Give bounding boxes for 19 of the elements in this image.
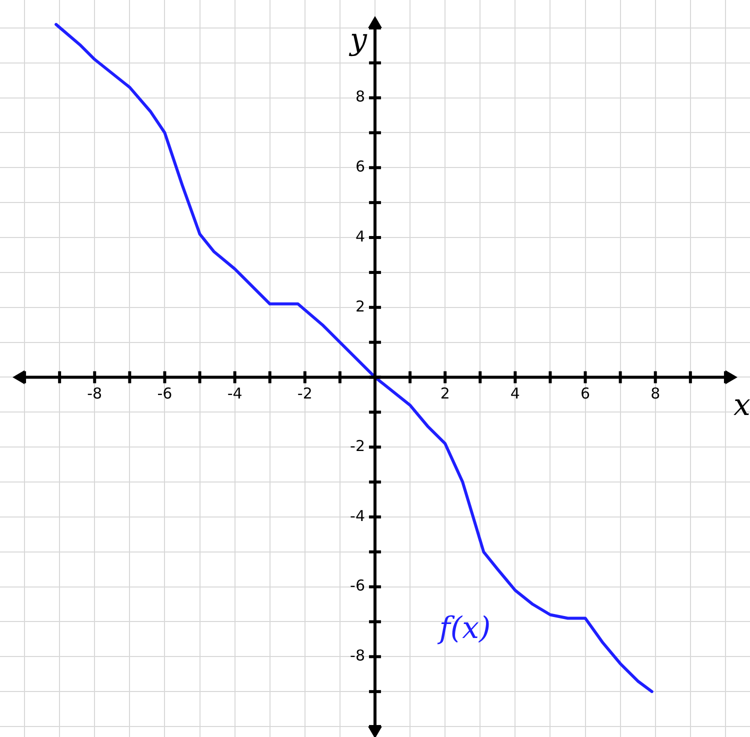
y-tick-label: -8 — [350, 646, 365, 665]
x-tick-label: -6 — [157, 384, 172, 403]
y-axis-title: y — [348, 22, 368, 58]
y-tick-label: -4 — [350, 506, 365, 525]
y-tick-label: -2 — [350, 436, 365, 455]
x-tick-label: 6 — [580, 384, 590, 403]
y-tick-label: 4 — [355, 227, 365, 246]
x-tick-label: -8 — [87, 384, 102, 403]
y-tick-label: -6 — [350, 576, 365, 595]
y-tick-label: 2 — [355, 297, 365, 316]
x-tick-label: 4 — [510, 384, 520, 403]
y-tick-label: 8 — [355, 88, 365, 106]
y-tick-label: 6 — [355, 158, 365, 176]
x-tick-label: 8 — [650, 384, 660, 403]
x-tick-label: -4 — [227, 384, 242, 403]
annotation: f(x) — [437, 610, 491, 646]
x-axis-title: x — [733, 388, 750, 424]
x-tick-label: 2 — [440, 384, 450, 403]
x-tick-label: -2 — [297, 384, 312, 403]
